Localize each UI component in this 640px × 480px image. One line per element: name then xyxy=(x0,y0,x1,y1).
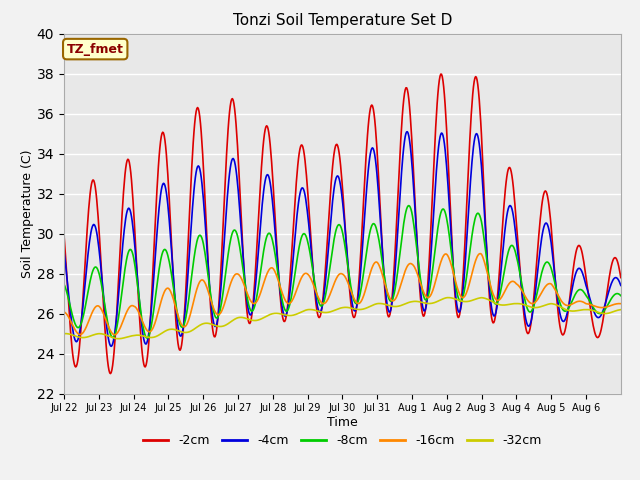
Y-axis label: Soil Temperature (C): Soil Temperature (C) xyxy=(21,149,34,278)
Text: TZ_fmet: TZ_fmet xyxy=(67,43,124,56)
Legend: -2cm, -4cm, -8cm, -16cm, -32cm: -2cm, -4cm, -8cm, -16cm, -32cm xyxy=(138,429,547,452)
X-axis label: Time: Time xyxy=(327,416,358,429)
Title: Tonzi Soil Temperature Set D: Tonzi Soil Temperature Set D xyxy=(233,13,452,28)
